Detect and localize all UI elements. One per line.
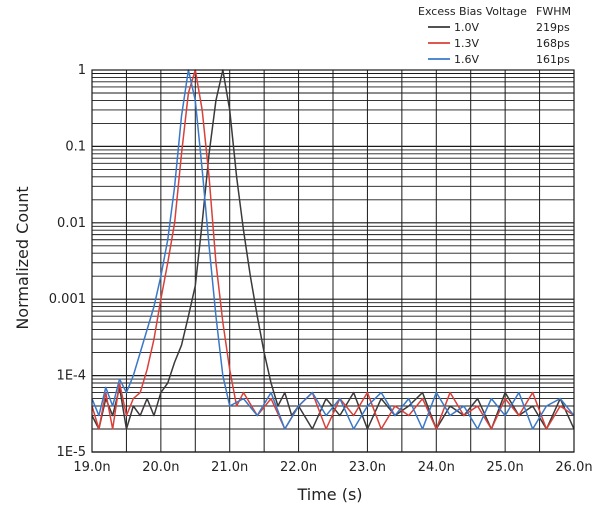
legend-fwhm: 161ps (536, 53, 570, 66)
x-tick-label: 23.0n (349, 460, 386, 475)
series-line-1-0V (91, 69, 575, 430)
legend-items: 1.0V 219ps 1.3V 168ps 1.6V 161ps (428, 21, 570, 66)
legend-label: 1.6V (454, 53, 479, 66)
x-axis-title: Time (s) (296, 485, 362, 504)
series-layer (91, 69, 575, 430)
legend: Excess Bias Voltage FWHM 1.0V 219ps 1.3V 16… (418, 5, 571, 66)
legend-fwhm: 168ps (536, 37, 570, 50)
y-tick-label: 1 (78, 63, 86, 78)
legend-fwhm: 219ps (536, 21, 570, 34)
y-tick-label: 0.1 (65, 139, 86, 154)
y-axis-title: Normalized Count (13, 186, 32, 329)
series-line-1-6V (91, 69, 575, 430)
x-tick-label: 20.0n (142, 460, 179, 475)
x-tick-label: 19.0n (73, 460, 110, 475)
x-tick-labels: 19.0n 20.0n 21.0n 22.0n 23.0n 24.0n 25.0n 26.0n (73, 460, 592, 475)
legend-header-right: FWHM (536, 5, 571, 18)
plot-frame (91, 69, 575, 453)
grid (91, 70, 575, 453)
x-tick-label: 22.0n (280, 460, 317, 475)
legend-label: 1.3V (454, 37, 479, 50)
y-tick-labels: 1 0.1 0.01 0.001 1E-4 1E-5 (49, 63, 86, 460)
y-tick-label: 1E-4 (57, 369, 86, 384)
x-tick-label: 24.0n (418, 460, 455, 475)
x-tick-label: 25.0n (487, 460, 524, 475)
y-tick-label: 0.01 (57, 216, 86, 231)
x-tick-label: 26.0n (555, 460, 592, 475)
y-tick-label: 1E-5 (57, 445, 86, 460)
legend-label: 1.0V (454, 21, 479, 34)
x-tick-label: 21.0n (211, 460, 248, 475)
legend-header-left: Excess Bias Voltage (418, 5, 527, 18)
y-tick-label: 0.001 (49, 292, 86, 307)
